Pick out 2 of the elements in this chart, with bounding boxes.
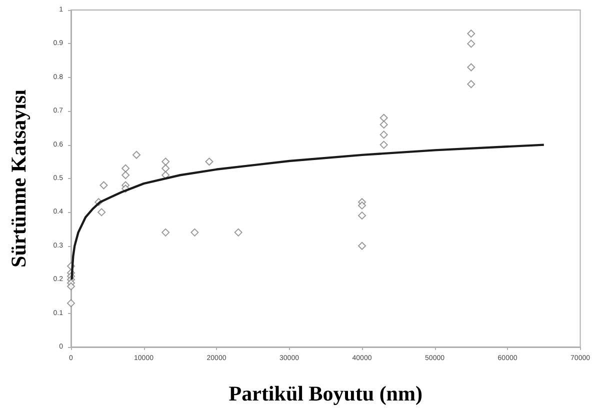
x-axis-title: Partikül Boyutu (nm)	[228, 382, 422, 406]
y-axis-title: Sürtünme Katsayısı	[6, 89, 30, 268]
